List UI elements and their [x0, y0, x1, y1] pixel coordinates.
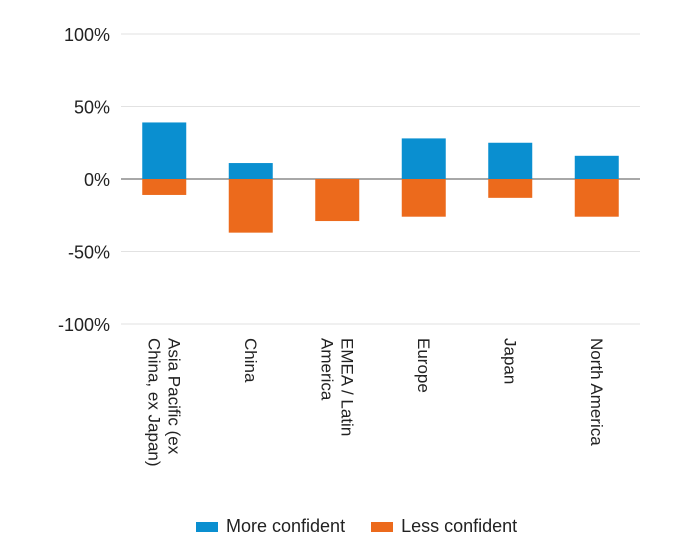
bar-more-confident [142, 122, 187, 179]
bar-less-confident [142, 179, 187, 195]
bar-less-confident [574, 179, 619, 217]
bar-more-confident [228, 163, 273, 179]
x-category-line: Japan [500, 338, 519, 384]
y-tick-label: -100% [58, 315, 110, 335]
y-tick-label: 100% [64, 25, 110, 45]
legend-label-more-confident: More confident [226, 516, 346, 536]
x-category-label: North America [587, 338, 606, 446]
legend-label-less-confident: Less confident [401, 516, 518, 536]
x-category-label: Japan [500, 338, 519, 384]
gridlines [121, 33, 640, 325]
x-category-line: America [317, 338, 336, 401]
bar-more-confident [488, 142, 533, 179]
bar-less-confident [315, 179, 360, 222]
legend-item-more-confident: More confident [196, 516, 345, 537]
x-category-line: China, ex Japan) [144, 338, 163, 467]
x-category-line: Asia Pacific (ex [164, 338, 183, 455]
y-tick-label: -50% [68, 243, 110, 263]
y-tick-label: 50% [74, 98, 110, 118]
x-category-line: North America [587, 338, 606, 446]
bars [142, 122, 619, 233]
x-category-label: China [241, 338, 260, 383]
legend-item-less-confident: Less confident [371, 516, 517, 537]
y-tick-label: 0% [84, 170, 110, 190]
bar-more-confident [574, 155, 619, 179]
x-category-label: Europe [414, 338, 433, 393]
legend: More confident Less confident [196, 516, 543, 537]
bar-less-confident [401, 179, 446, 217]
legend-swatch-less-confident [371, 521, 394, 532]
x-category-line: EMEA / Latin [337, 338, 356, 436]
bar-less-confident [228, 179, 273, 233]
legend-swatch-more-confident [196, 521, 218, 532]
x-category-line: China [241, 338, 260, 383]
bar-more-confident [401, 138, 446, 179]
y-axis-ticks: 100% 50% 0% -50% -100% [58, 25, 110, 335]
bar-chart: 100%50%0%-50%-100% Asia Pacific (exChina… [58, 25, 640, 467]
x-category-line: Europe [414, 338, 433, 393]
bar-less-confident [488, 179, 533, 198]
